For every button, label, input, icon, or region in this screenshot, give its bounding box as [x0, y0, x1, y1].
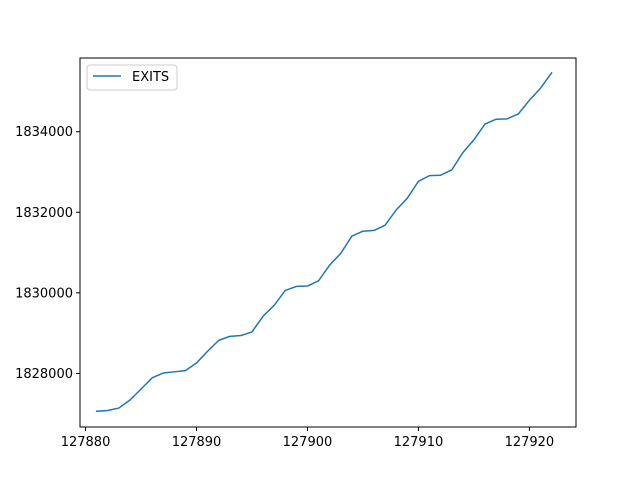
x-tick-label: 127900	[283, 435, 333, 450]
y-axis: 1828000 1830000 1832000 1834000	[15, 125, 80, 382]
series-line-exits	[95, 71, 553, 413]
x-tick-label: 127920	[505, 435, 555, 450]
y-tick-label: 1828000	[15, 367, 73, 382]
series-layer	[95, 71, 553, 413]
x-tick-label: 127890	[172, 435, 222, 450]
plot-frame	[79, 57, 577, 428]
plot-area	[80, 58, 576, 427]
legend: EXITS	[86, 64, 178, 91]
legend-box	[86, 64, 178, 91]
x-tick-label: 127910	[394, 435, 444, 450]
y-tick-label: 1832000	[15, 206, 73, 221]
y-tick-label: 1830000	[15, 286, 73, 301]
legend-label-exits: EXITS	[132, 70, 169, 85]
x-axis: 127880 127890 127900 127910 127920	[61, 427, 554, 450]
y-tick-label: 1834000	[15, 125, 73, 140]
x-tick-label: 127880	[61, 435, 111, 450]
